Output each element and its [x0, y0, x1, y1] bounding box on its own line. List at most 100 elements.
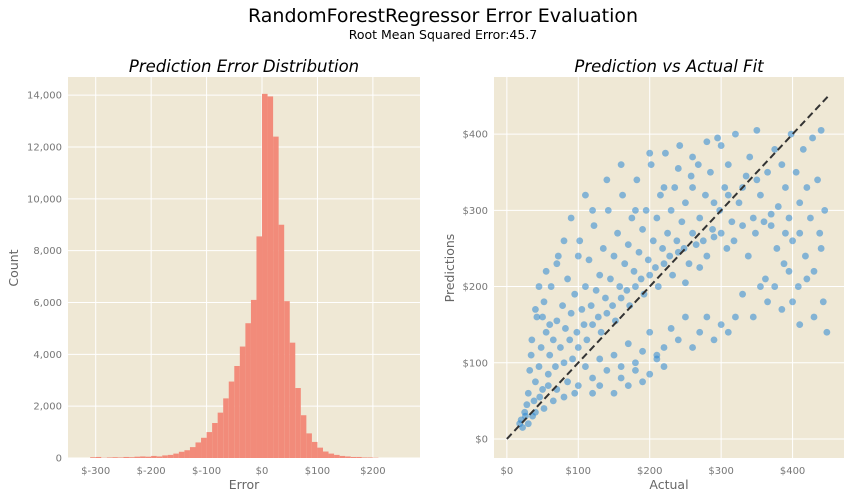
histogram-x-tick-label: $200 [360, 466, 385, 477]
scatter-point [732, 130, 739, 138]
scatter-point [633, 176, 641, 184]
scatter-point [803, 184, 811, 191]
scatter-point [603, 366, 611, 374]
scatter-point [609, 302, 616, 309]
scatter-point [526, 366, 534, 374]
scatter-point [782, 184, 789, 191]
histogram-bar [90, 457, 96, 458]
histogram-y-tick-label: 2,000 [33, 402, 62, 413]
scatter-point [628, 214, 636, 222]
scatter-point [602, 294, 609, 302]
error-histogram-panel: $-300 $-200 $-100 $0 $100 $200 0 2,000 4,000 6,0… [6, 57, 420, 492]
scatter-point [749, 214, 757, 222]
scatter-point [703, 138, 711, 146]
scatter-y-label: Predictions [442, 234, 457, 303]
scatter-point [717, 321, 725, 329]
histogram-bar [306, 433, 312, 458]
scatter-point [780, 260, 788, 268]
histogram-bar [140, 456, 146, 458]
scatter-point [617, 294, 625, 302]
scatter-point [522, 412, 529, 420]
scatter-point [817, 126, 825, 134]
scatter-point [696, 214, 704, 222]
scatter-point [621, 260, 629, 268]
scatter-point [749, 313, 757, 321]
histogram-bar [311, 441, 318, 458]
scatter-point [624, 241, 632, 249]
scatter-point [573, 328, 581, 336]
prediction-scatter-panel: $0 $100 $200 $300 $400 $0 $100 $200 $300 $400 Pr… [442, 57, 844, 492]
scatter-point [553, 317, 561, 325]
scatter-point [533, 313, 541, 321]
scatter-point [646, 370, 654, 378]
scatter-point [652, 264, 659, 271]
scatter-point [789, 298, 796, 306]
histogram-x-label: Error [229, 477, 260, 492]
scatter-point [610, 351, 618, 359]
scatter-point [674, 165, 682, 172]
scatter-point [632, 366, 639, 374]
scatter-x-tick-label: $300 [708, 466, 733, 477]
scatter-point [635, 248, 643, 256]
histogram-bar [250, 299, 257, 458]
scatter-point [647, 161, 655, 169]
scatter-point [767, 210, 775, 218]
scatter-point [624, 382, 632, 390]
scatter-point [659, 245, 666, 252]
scatter-point [757, 191, 764, 199]
scatter-point [723, 245, 731, 252]
scatter-point [535, 363, 543, 370]
scatter-point [544, 382, 552, 390]
histogram-bar [106, 457, 113, 458]
scatter-point [646, 271, 654, 279]
scatter-point [664, 229, 671, 237]
scatter-point [660, 363, 668, 370]
scatter-point [810, 267, 818, 275]
scatter-point [549, 397, 557, 405]
scatter-point [523, 401, 531, 409]
histogram-bar [123, 456, 129, 458]
scatter-point [724, 191, 732, 199]
scatter-point [603, 176, 611, 184]
scatter-point [660, 260, 668, 268]
scatter-point [744, 252, 752, 260]
scatter-point [657, 191, 664, 199]
histogram-x-tick-label: $100 [305, 466, 330, 477]
scatter-point [562, 325, 569, 332]
scatter-y-tick-label: $400 [463, 130, 488, 141]
scatter-point [735, 199, 743, 207]
scatter-point [560, 237, 568, 245]
histogram-y-tick-label: 14,000 [27, 91, 62, 102]
scatter-point [799, 145, 807, 153]
histogram-x-ticks: $-300 $-200 $-100 $0 $100 $200 [81, 466, 385, 477]
scatter-point [632, 359, 639, 367]
scatter-point [617, 363, 625, 370]
scatter-point [637, 275, 645, 283]
scatter-point [794, 283, 802, 290]
scatter-point [696, 328, 704, 336]
scatter-point [732, 313, 739, 321]
scatter-point [596, 355, 604, 363]
ideal-fit-line [506, 95, 830, 440]
scatter-point [553, 260, 561, 268]
scatter-point [773, 245, 781, 252]
scatter-point [682, 313, 689, 321]
scatter-y-ticks: $0 $100 $200 $300 $400 [463, 130, 488, 446]
histogram-bar [361, 457, 368, 458]
scatter-y-tick-label: $100 [463, 358, 488, 369]
scatter-point [739, 290, 746, 298]
scatter-point [596, 382, 604, 390]
histogram-bar [289, 342, 296, 458]
scatter-point [666, 252, 674, 260]
histogram-bar [95, 456, 102, 458]
scatter-x-label: Actual [649, 477, 688, 492]
scatter-point [717, 142, 725, 149]
scatter-point [540, 405, 548, 412]
scatter-point [585, 256, 593, 264]
scatter-point [592, 286, 600, 294]
scatter-point [810, 313, 818, 321]
scatter-point [662, 149, 669, 157]
scatter-point [817, 245, 825, 252]
scatter-point [574, 382, 582, 390]
scatter-point [546, 321, 554, 329]
